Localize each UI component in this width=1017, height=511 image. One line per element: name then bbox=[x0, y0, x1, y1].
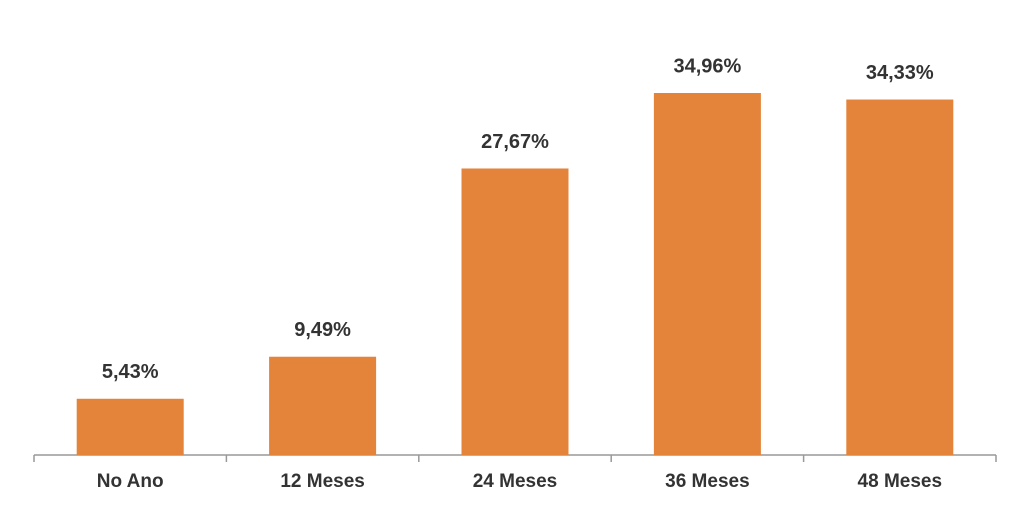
x-tick-label: No Ano bbox=[97, 471, 164, 492]
value-label: 34,96% bbox=[673, 55, 741, 77]
value-label: 9,49% bbox=[294, 319, 351, 341]
x-tick-label: 24 Meses bbox=[473, 471, 558, 492]
value-label: 5,43% bbox=[102, 361, 159, 383]
value-label: 34,33% bbox=[866, 62, 934, 84]
bar bbox=[269, 356, 377, 455]
bar bbox=[76, 398, 184, 455]
x-tick-label: 36 Meses bbox=[665, 471, 750, 492]
value-label: 27,67% bbox=[481, 131, 549, 153]
bar bbox=[846, 99, 954, 456]
bar bbox=[653, 93, 761, 455]
bar bbox=[461, 168, 569, 455]
x-tick-label: 48 Meses bbox=[858, 471, 943, 492]
x-tick-label: 12 Meses bbox=[280, 471, 365, 492]
